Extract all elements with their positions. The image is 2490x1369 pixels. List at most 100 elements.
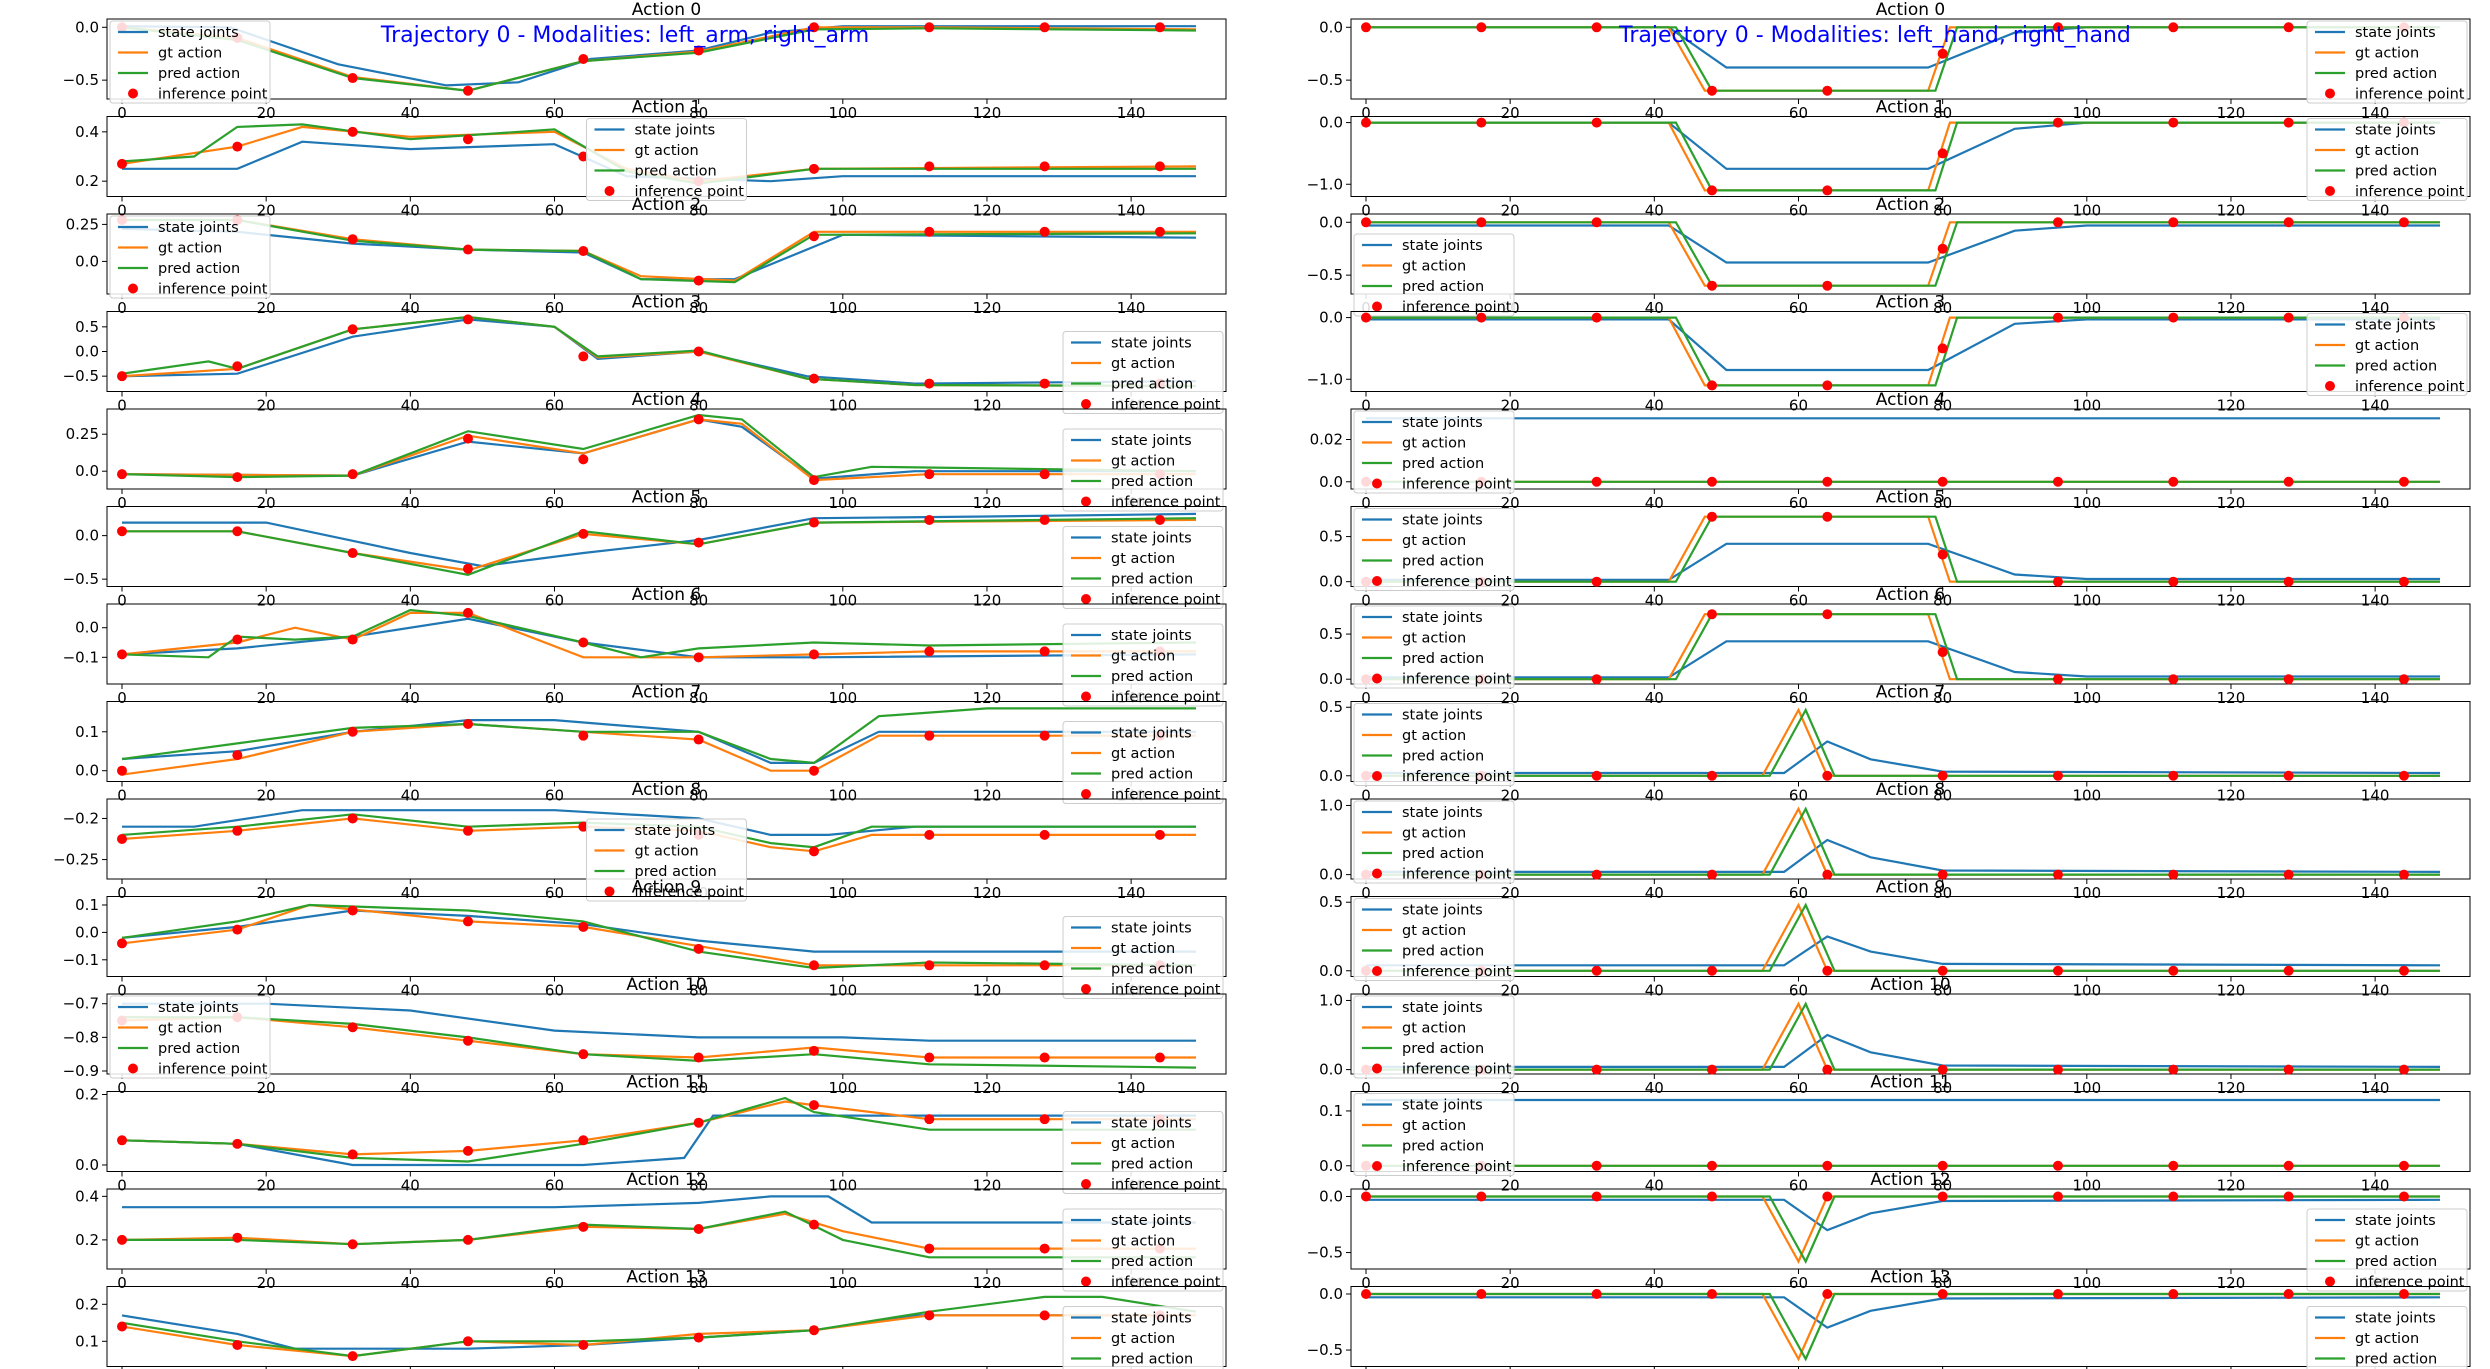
y-tick-label: 0.5 [75,318,99,336]
x-tick-label: 80 [689,494,708,512]
y-tick-label: 0.0 [75,18,99,36]
legend-swatch [604,886,615,897]
inference-point [2283,1191,2294,1202]
state-line [121,909,1196,953]
x-tick-label: 120 [2217,787,2246,805]
subplot-title: Action 0 [632,0,701,20]
legend-box [1353,898,1515,981]
legend-label: state joints [1111,628,1192,644]
legend: state joints gt action pred action inferenc… [1353,800,1515,884]
legend-label: gt action [1111,649,1175,665]
x-tick-label: 20 [1501,689,1520,707]
inference-point [924,226,935,237]
inference-point [232,1138,243,1149]
legend-label: pred action [2355,1352,2437,1368]
inference-point [808,231,819,242]
legend-label: inference point [1111,592,1221,608]
legend-swatch [1081,594,1091,604]
x-tick-label: 60 [545,689,564,707]
inference-point [1706,1191,1717,1202]
inference-point [1591,1191,1602,1202]
inference-point [1361,312,1371,323]
x-tick-label: 140 [2361,1079,2390,1097]
x-tick-label: 120 [973,299,1002,317]
inference-point [578,454,589,465]
inference-point [347,126,358,137]
inference-point [1937,343,1948,354]
legend-swatch [1372,966,1382,976]
inference-point [808,373,819,384]
inference-point [347,726,358,737]
legend-label: pred action [158,261,240,277]
axes-frame [1350,1188,2471,1270]
legend-label: state joints [1402,708,1483,724]
legend-label: state joints [1402,903,1483,919]
legend-label: gt action [158,46,222,62]
subplot-title: Action 2 [632,195,701,215]
x-tick-label: 60 [545,1177,564,1195]
x-tick-label: 20 [257,884,276,902]
state-line [1366,1033,2441,1069]
inference-point [1476,117,1487,128]
legend-label: pred action [1402,846,1484,862]
x-tick-label: 40 [401,689,420,707]
x-tick-label: 80 [1933,299,1952,317]
x-tick-label: 20 [257,1079,276,1097]
legend-label: pred action [1402,456,1484,472]
x-tick-label: 100 [2072,1079,2101,1097]
x-tick-label: 0 [1361,397,1371,415]
inference-point [2052,965,2063,976]
inference-point [693,734,704,745]
legend-swatch [1081,1276,1091,1287]
inference-point [693,1332,704,1343]
x-tick-label: 0 [1361,202,1371,220]
legend-swatch [2325,186,2335,196]
x-tick-label: 0 [117,202,127,220]
inference-point [347,1351,358,1362]
subplot-title: Action 4 [632,390,701,410]
state-line [121,718,1196,765]
inference-point [1591,674,1602,685]
axes-frame [1350,116,2471,197]
axes-frame [106,701,1227,782]
x-tick-label: 60 [545,104,564,122]
legend-label: inference point [635,184,745,200]
pred-line [1366,221,2440,287]
inference-point [1822,380,1833,391]
legend-label: inference point [1402,1062,1512,1078]
gt-line [1366,316,2440,387]
inference-point [693,1117,704,1128]
y-tick-label: −0.7 [63,995,99,1013]
axes-frame [1350,213,2471,295]
x-tick-label: 80 [689,1079,708,1097]
inference-point [117,834,127,844]
inference-point [2052,1288,2063,1299]
x-tick-label: 0 [117,1079,127,1097]
pred-line [122,1210,1196,1259]
x-tick-label: 80 [689,592,708,610]
pred-line [1366,1001,2440,1071]
legend: state joints gt action pred action inferenc… [1062,331,1224,414]
legend-label: pred action [2355,359,2437,375]
inference-point [808,22,819,33]
inference-point [1706,1160,1717,1171]
x-tick-label: 80 [1933,787,1952,805]
legend-swatch [1372,868,1382,879]
x-tick-label: 80 [689,982,708,1000]
legend-label: inference point [1111,397,1221,413]
x-tick-label: 120 [973,787,1002,805]
inference-point [2052,1064,2063,1075]
inference-point [1476,22,1487,33]
x-tick-label: 60 [545,884,564,902]
legend-label: inference point [1402,867,1512,883]
inference-point [2168,674,2179,685]
legend-label: state joints [2355,123,2436,139]
legend-box [109,215,271,299]
inference-point [2283,1064,2294,1075]
inference-point [2283,965,2294,976]
subplot-hand-7: Action 7 0.5 0.0 0 20 40 60 80 100 120 140 state jo… [1319,683,2471,805]
axes-frame [1350,603,2471,685]
inference-point [693,943,704,954]
legend: state joints gt action pred action inferenc… [109,215,271,299]
